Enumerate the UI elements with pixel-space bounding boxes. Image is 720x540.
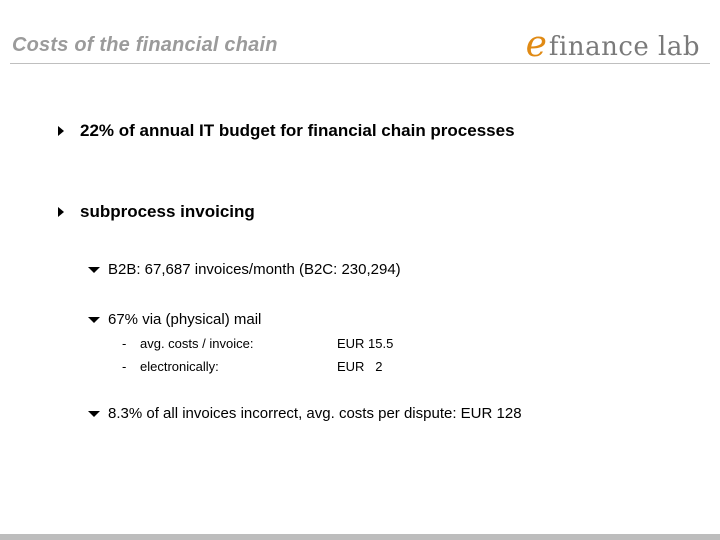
bullet-it-budget: 22% of annual IT budget for financial ch… xyxy=(58,121,515,141)
logo-text: finance lab xyxy=(548,32,700,62)
bullet-text: 22% of annual IT budget for financial ch… xyxy=(80,121,515,140)
detail-row: - avg. costs / invoice: EUR 15.5 xyxy=(122,336,393,351)
page-title: Costs of the financial chain xyxy=(12,34,278,56)
sub-bullet-incorrect: 8.3% of all invoices incorrect, avg. cos… xyxy=(88,405,522,422)
sub-bullet-text: 67% via (physical) mail xyxy=(108,311,262,328)
efinance-lab-logo: e finance lab xyxy=(525,24,700,65)
detail-label: avg. costs / invoice: xyxy=(140,336,254,351)
sub-bullet-arrow-icon xyxy=(88,266,100,273)
detail-dash: - xyxy=(122,336,127,351)
logo-e-mark: e xyxy=(525,24,547,65)
bullet-arrow-icon xyxy=(58,207,64,217)
detail-label: electronically: xyxy=(140,359,219,374)
sub-bullet-arrow-icon xyxy=(88,410,100,417)
footer-bar xyxy=(0,534,720,540)
header-divider xyxy=(10,63,710,64)
sub-bullet-text: 8.3% of all invoices incorrect, avg. cos… xyxy=(108,405,522,422)
detail-row: - electronically: EUR 2 xyxy=(122,359,383,374)
sub-bullet-arrow-icon xyxy=(88,316,100,323)
sub-bullet-b2b: B2B: 67,687 invoices/month (B2C: 230,294… xyxy=(88,261,401,278)
sub-bullet-text: B2B: 67,687 invoices/month (B2C: 230,294… xyxy=(108,261,401,278)
detail-value: EUR 15.5 xyxy=(337,336,394,351)
bullet-text: subprocess invoicing xyxy=(80,202,255,221)
bullet-invoicing: subprocess invoicing xyxy=(58,202,255,222)
detail-value: EUR 2 xyxy=(337,359,383,374)
sub-bullet-mail: 67% via (physical) mail xyxy=(88,311,261,328)
bullet-arrow-icon xyxy=(58,126,64,136)
detail-dash: - xyxy=(122,359,127,374)
